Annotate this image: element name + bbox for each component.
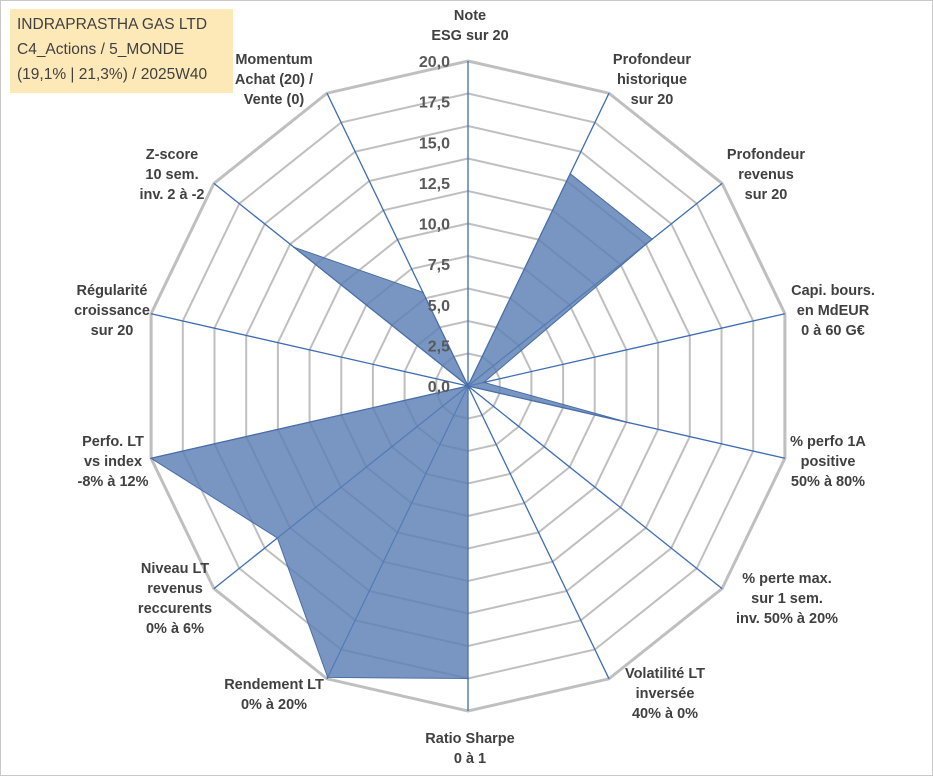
axis-label-line: inv. 50% à 20% — [736, 611, 838, 627]
tick-label: 12,5 — [419, 176, 450, 193]
tick-label: 0,0 — [428, 379, 450, 396]
axis-label: Ratio Sharpe 0 à 1 — [425, 731, 514, 767]
axis-label-line: ESG sur 20 — [431, 28, 508, 44]
data-point — [326, 676, 329, 679]
axis-label: Régularité croissance sur 20 — [74, 283, 150, 339]
axis-label-line: Profondeur — [613, 52, 691, 68]
axis-label-line: sur 20 — [631, 92, 674, 108]
axis-label-line: sur 1 sem. — [751, 591, 823, 607]
axis-label: Volatilité LT inversée 40% à 0% — [625, 666, 705, 722]
axis-label-line: revenus — [738, 167, 794, 183]
axis-label-line: Régularité — [77, 283, 148, 299]
axis-label: Perfo. LT vs index -8% à 12% — [78, 434, 149, 490]
data-point — [422, 291, 424, 294]
axis-label-line: Niveau LT — [141, 561, 209, 577]
axis-label-line: Capi. bours. — [791, 283, 875, 299]
axis-spoke — [150, 313, 469, 387]
axis-label: Note ESG sur 20 — [431, 8, 508, 44]
tick-label: 5,0 — [428, 298, 450, 315]
title-line-3: (19,1% | 21,3%) / 2025W40 — [17, 66, 208, 83]
axis-label-line: croissance — [74, 303, 150, 319]
axis-label-line: Note — [454, 8, 486, 24]
axis-label: Z-score 10 sem. inv. 2 à -2 — [139, 147, 204, 203]
axis-spoke — [467, 385, 723, 590]
data-point — [651, 238, 653, 240]
axis-label: % perte max. sur 1 sem. inv. 50% à 20% — [736, 571, 838, 627]
axis-label-line: Momentum — [235, 52, 312, 68]
axis-label-line: Z-score — [146, 147, 198, 163]
axis-label: Capi. bours. en MdEUR 0 à 60 G€ — [791, 283, 875, 339]
axis-label-line: % perfo 1A — [790, 434, 866, 450]
axis-labels: Note ESG sur 20 Profondeur historique sur 20… — [74, 8, 875, 767]
axis-label: Rendement LT 0% à 20% — [224, 677, 324, 713]
axis-label-line: Profondeur — [727, 147, 805, 163]
series-area — [149, 172, 653, 680]
axis-label-line: 0 à 1 — [454, 751, 486, 767]
axis-label: Niveau LT revenus reccurents 0% à 6% — [138, 561, 212, 637]
title-line-1: INDRAPRASTHA GAS LTD — [17, 16, 208, 33]
tick-label: 20,0 — [419, 54, 450, 71]
axis-label-line: positive — [801, 454, 856, 470]
axis-label: % perfo 1A positive 50% à 80% — [790, 434, 866, 490]
title-line-2: C4_Actions / 5_MONDE — [17, 41, 185, 58]
axis-label-line: sur 20 — [91, 323, 134, 339]
axis-label-line: en MdEUR — [797, 303, 870, 319]
axis-spoke — [467, 313, 786, 387]
tick-label: 15,0 — [419, 135, 450, 152]
tick-label: 7,5 — [428, 257, 450, 274]
axis-label-line: Achat (20) / — [235, 72, 313, 88]
axis-label-line: Volatilité LT — [625, 666, 705, 682]
axis-label-line: 40% à 0% — [632, 706, 698, 722]
data-point — [467, 385, 469, 387]
data-point — [483, 381, 485, 384]
tick-label: 2,5 — [428, 338, 450, 355]
axis-label: Momentum Achat (20) / Vente (0) — [235, 52, 313, 108]
axis-label-line: reccurents — [138, 601, 212, 617]
data-point — [467, 677, 469, 680]
axis-label-line: % perte max. — [742, 571, 831, 587]
axis-label-line: sur 20 — [745, 187, 788, 203]
axis-label-line: Perfo. LT — [82, 434, 144, 450]
data-point — [628, 422, 631, 424]
axis-label-line: inv. 2 à -2 — [139, 187, 204, 203]
axis-label-line: Vente (0) — [244, 92, 305, 108]
axis-label: Profondeur revenus sur 20 — [727, 147, 805, 203]
axis-label-line: -8% à 12% — [78, 474, 149, 490]
title-box: INDRAPRASTHA GAS LTD C4_Actions / 5_MOND… — [10, 9, 233, 93]
data-point — [150, 457, 152, 460]
axis-label-line: revenus — [147, 581, 203, 597]
axis-label-line: 0 à 60 G€ — [801, 323, 865, 339]
data-point — [569, 172, 571, 175]
axis-label-line: Rendement LT — [224, 677, 324, 693]
tick-labels: 0,0 2,5 5,0 7,5 10,0 12,5 15,0 17,5 20,0 — [419, 54, 450, 396]
series — [149, 172, 653, 680]
data-point — [276, 537, 279, 539]
axis-label-line: Ratio Sharpe — [425, 731, 514, 747]
axis-label: Profondeur historique sur 20 — [613, 52, 691, 108]
axis-label-line: 0% à 20% — [241, 697, 307, 713]
data-point — [293, 246, 295, 248]
axis-label-line: historique — [617, 72, 687, 88]
tick-label: 10,0 — [419, 217, 450, 234]
axis-label-line: 10 sem. — [145, 167, 198, 183]
axis-label-line: vs index — [84, 454, 142, 470]
axis-label-line: 50% à 80% — [791, 474, 865, 490]
axis-spoke — [467, 385, 610, 680]
axis-label-line: 0% à 6% — [146, 621, 204, 637]
axis-label-line: inversée — [636, 686, 695, 702]
tick-label: 17,5 — [419, 95, 450, 112]
